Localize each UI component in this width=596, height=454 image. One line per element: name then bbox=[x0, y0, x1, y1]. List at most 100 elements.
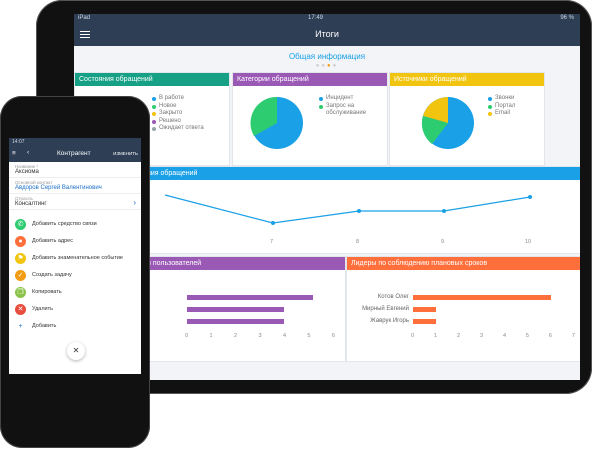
legend-item: Новое bbox=[152, 103, 204, 111]
action-copy[interactable]: ❐ Копировать bbox=[9, 284, 141, 301]
legend-item: обслуживание bbox=[326, 110, 367, 116]
x-tick: 0 bbox=[411, 333, 415, 339]
x-tick: 1 bbox=[209, 333, 213, 339]
field-value: Авдоров Сергей Валентинович bbox=[15, 185, 102, 191]
x-tick: 2 bbox=[233, 333, 238, 339]
action-add-address[interactable]: ● Добавить адрес bbox=[9, 233, 141, 250]
x-tick: 6 bbox=[548, 333, 552, 339]
copy-icon: ❐ bbox=[15, 287, 26, 298]
dynamics-line-chart bbox=[164, 194, 532, 225]
leaders-card: Лидеры по соблюдению плановых сроков Кот… bbox=[346, 256, 580, 362]
x-tick: 8 bbox=[356, 239, 360, 245]
action-label: Добавить знаменательное событие bbox=[32, 255, 123, 261]
pie-slice-email bbox=[423, 97, 448, 123]
x-tick: 2 bbox=[456, 333, 461, 339]
data-point bbox=[357, 209, 361, 213]
x-tick: 0 bbox=[185, 333, 189, 339]
field-name[interactable]: Название * Аксиома bbox=[9, 162, 141, 178]
pie-slice-portal bbox=[421, 116, 448, 144]
states-title: Состояния обращений bbox=[75, 73, 229, 86]
phone-icon: ✆ bbox=[15, 219, 26, 230]
action-add-contact-method[interactable]: ✆ Добавить средство связи bbox=[9, 216, 141, 233]
page-title: Итоги bbox=[315, 29, 339, 39]
field-contact[interactable]: Основной контакт Авдоров Сергей Валентин… bbox=[9, 178, 141, 194]
back-icon[interactable]: ‹ bbox=[27, 149, 30, 156]
categories-card: Категории обращений Инцидент Запрос на о… bbox=[232, 72, 388, 166]
edit-button[interactable]: ИЗМЕНИТЬ bbox=[113, 151, 138, 156]
legend-item: В работе bbox=[152, 95, 204, 103]
sources-legend: Звонки Портал Email bbox=[488, 95, 515, 118]
users-x-axis: 0 1 2 3 4 5 6 bbox=[185, 333, 335, 339]
sources-title: Источники обращений bbox=[390, 73, 544, 86]
bar bbox=[187, 295, 313, 300]
bar bbox=[413, 319, 436, 324]
device-label: iPad bbox=[78, 15, 91, 21]
action-add-event[interactable]: ⚑ Добавить знаменательное событие bbox=[9, 250, 141, 267]
categories-legend: Инцидент Запрос на обслуживание bbox=[319, 95, 366, 118]
plus-icon: + bbox=[15, 321, 26, 332]
categories-title: Категории обращений bbox=[233, 73, 387, 86]
leaders-names: Котов Олег Мирный Евгений Жаврук Игорь bbox=[347, 291, 409, 327]
field-value: Аксиома bbox=[15, 169, 39, 175]
phone-title: Контрагент bbox=[57, 150, 91, 157]
dynamics-title: ния обращений bbox=[75, 167, 580, 180]
action-label: Удалить bbox=[32, 306, 53, 312]
location-icon: ● bbox=[15, 236, 26, 247]
bar bbox=[413, 295, 551, 300]
sources-card: Источники обращений Звонки Портал Email bbox=[389, 72, 545, 166]
field-value: Консалтинг bbox=[15, 201, 47, 207]
data-point bbox=[442, 209, 446, 213]
tablet-status-bar: iPad 17:49 96 % bbox=[74, 14, 580, 24]
x-tick: 4 bbox=[502, 333, 506, 339]
action-label: Добавить адрес bbox=[32, 238, 73, 244]
legend-item: Решено bbox=[152, 118, 204, 126]
x-tick: 6 bbox=[331, 333, 335, 339]
categories-pie bbox=[250, 96, 303, 149]
legend-item: Ожидает ответа bbox=[152, 125, 204, 133]
phone-nav-bar: ≡ ‹ Контрагент ИЗМЕНИТЬ bbox=[9, 146, 141, 162]
section-title: Общая информация bbox=[288, 52, 366, 61]
legend-item: Запрос на bbox=[319, 103, 366, 111]
x-tick: 3 bbox=[479, 333, 484, 339]
dynamics-card: ния обращений 7 8 9 10 bbox=[74, 166, 580, 254]
menu-icon[interactable]: ≡ bbox=[12, 150, 16, 157]
page-dots[interactable]: ●●●● bbox=[315, 63, 339, 69]
sources-pie bbox=[421, 97, 474, 149]
leader-name: Мирный Евгений bbox=[362, 306, 409, 312]
task-icon: ✓ bbox=[15, 270, 26, 281]
x-tick: 3 bbox=[258, 333, 262, 339]
close-fab-button[interactable]: ✕ bbox=[67, 342, 85, 360]
phone-status-bar: 14:07 bbox=[9, 138, 141, 146]
legend-item: Email bbox=[488, 110, 515, 118]
x-tick: 9 bbox=[441, 239, 445, 245]
action-delete[interactable]: ✕ Удалить bbox=[9, 301, 141, 318]
action-create-task[interactable]: ✓ Создать задачу bbox=[9, 267, 141, 284]
x-tick: 5 bbox=[307, 333, 311, 339]
action-label: Создать задачу bbox=[32, 272, 72, 278]
leaders-title: Лидеры по соблюдению плановых сроков bbox=[347, 257, 580, 270]
bar bbox=[413, 307, 436, 312]
trash-icon: ✕ bbox=[15, 304, 26, 315]
flag-icon: ⚑ bbox=[15, 253, 26, 264]
action-label: Копировать bbox=[32, 289, 62, 295]
pie-slice-request bbox=[250, 96, 277, 136]
legend-item: Инцидент bbox=[319, 95, 366, 103]
field-label: Название * bbox=[15, 164, 39, 169]
leader-name: Котов Олег bbox=[377, 294, 409, 300]
field-industry[interactable]: Отрасль Консалтинг › bbox=[9, 194, 141, 210]
x-tick: 7 bbox=[270, 239, 274, 245]
action-add[interactable]: + Добавить bbox=[9, 318, 141, 335]
action-label: Добавить средство связи bbox=[32, 221, 97, 227]
legend-item: Звонки bbox=[488, 95, 515, 103]
tablet-nav-bar: Итоги bbox=[74, 24, 580, 46]
field-label: Основной контакт bbox=[15, 180, 53, 185]
chevron-right-icon: › bbox=[133, 198, 136, 207]
x-tick: 10 bbox=[525, 239, 532, 245]
legend-item: Портал bbox=[488, 103, 515, 111]
states-legend: В работе Новое Закрыто Решено Ожидает от… bbox=[152, 95, 204, 133]
phone-device: 14:07 ≡ ‹ Контрагент ИЗМЕНИТЬ Название *… bbox=[0, 96, 150, 448]
menu-icon[interactable] bbox=[80, 31, 90, 39]
data-point bbox=[271, 221, 275, 225]
phone-screen: 14:07 ≡ ‹ Контрагент ИЗМЕНИТЬ Название *… bbox=[9, 138, 141, 374]
battery-text: 96 % bbox=[560, 15, 574, 21]
